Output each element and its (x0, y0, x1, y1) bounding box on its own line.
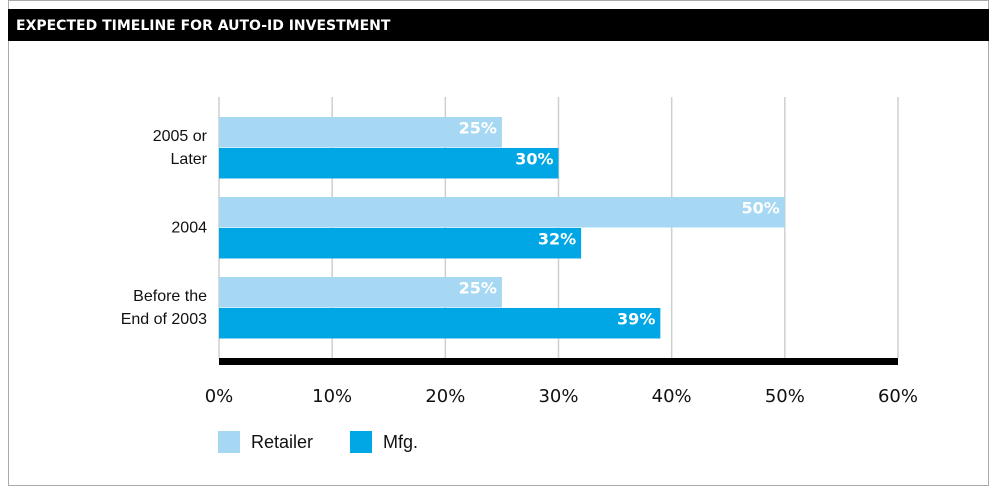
bar (219, 308, 661, 339)
bar (219, 117, 502, 148)
x-tick-label: 60% (878, 386, 918, 407)
legend-swatch (350, 431, 372, 453)
legend-label: Retailer (251, 432, 313, 452)
chart-title: EXPECTED TIMELINE FOR AUTO-ID INVESTMENT (16, 18, 391, 34)
data-label: 30% (515, 150, 553, 169)
x-tick-label: 20% (425, 386, 465, 407)
data-label: 25% (459, 279, 497, 298)
y-tick-label: Before the End of 2003 (120, 287, 207, 328)
x-tick-label: 50% (765, 386, 805, 407)
bar (219, 148, 559, 179)
x-tick-label: 0% (205, 386, 234, 407)
y-tick-label: 2005 or Later (152, 127, 207, 168)
title-bar (8, 9, 989, 41)
x-tick-label: 30% (538, 386, 578, 407)
data-label: 39% (617, 310, 655, 329)
legend-swatch (218, 431, 240, 453)
bar (219, 197, 785, 228)
bar (219, 228, 582, 259)
data-label: 50% (742, 199, 780, 218)
x-tick-label: 40% (652, 386, 692, 407)
legend-label: Mfg. (383, 432, 418, 452)
bar (219, 277, 502, 308)
x-tick-label: 10% (312, 386, 352, 407)
data-label: 25% (459, 119, 497, 138)
y-tick-label: 2004 (171, 219, 207, 236)
data-label: 32% (538, 230, 576, 249)
